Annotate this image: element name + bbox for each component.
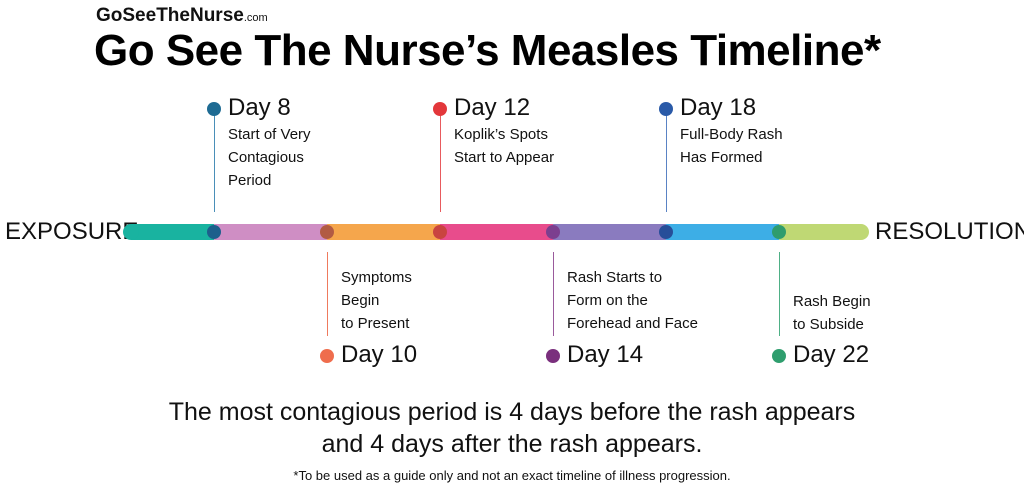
brand-name: GoSeeTheNurse — [96, 5, 244, 26]
timeline-start-cap — [123, 224, 139, 240]
event-connector — [214, 115, 215, 212]
event-description: Start of Very Contagious Period — [228, 123, 311, 192]
timeline-end-cap — [853, 224, 869, 240]
event-description-line: Start of Very — [228, 126, 311, 143]
event-dot — [546, 349, 560, 363]
event-description-line: Rash Begin — [793, 293, 871, 310]
timeline-segment — [131, 224, 214, 240]
timeline-segment — [327, 224, 440, 240]
timeline-segment — [440, 224, 553, 240]
event-description-line: Begin — [341, 292, 380, 309]
event-dot — [207, 102, 221, 116]
event-description-line: Start to Appear — [454, 149, 555, 166]
event-description-line: to Subside — [793, 316, 864, 333]
brand-suffix: .com — [243, 12, 268, 24]
event-description-line: Forehead and Face — [567, 315, 698, 332]
page-title: Go See The Nurse’s Measles Timeline* — [94, 26, 881, 75]
summary-line-1: The most contagious period is 4 days bef… — [168, 398, 856, 426]
event-description: Full-Body Rash Has Formed — [680, 123, 783, 169]
event-day-label: Day 18 — [680, 94, 757, 121]
timeline-segment — [779, 224, 861, 240]
event-description-line: Koplik’s Spots — [454, 126, 548, 143]
timeline-marker — [320, 225, 334, 239]
summary-line-2: and 4 days after the rash appears. — [321, 430, 703, 458]
event-connector — [553, 252, 554, 336]
event-description: Rash Starts to Form on the Forehead and Fa… — [567, 266, 698, 335]
exposure-label: EXPOSURE — [5, 218, 139, 245]
timeline-segment — [553, 224, 666, 240]
event-dot — [433, 102, 447, 116]
event-dot — [320, 349, 334, 363]
event-description-line: Period — [228, 172, 272, 189]
event-description-line: Symptoms — [341, 269, 412, 286]
event-description-line: Rash Starts to — [567, 269, 663, 286]
event-day-label: Day 8 — [228, 94, 291, 121]
event-description-line: to Present — [341, 315, 410, 332]
event-dot — [659, 102, 673, 116]
brand-logo: GoSeeTheNurse.com — [96, 5, 268, 27]
timeline-marker — [433, 225, 447, 239]
event-description: Symptoms Begin to Present — [341, 266, 412, 335]
timeline-segment — [666, 224, 779, 240]
event-connector — [327, 252, 328, 336]
timeline-marker — [546, 225, 560, 239]
event-day-label: Day 10 — [341, 341, 418, 368]
event-day-label: Day 12 — [454, 94, 531, 121]
event-description-line: Full-Body Rash — [680, 126, 783, 143]
event-description: Koplik’s Spots Start to Appear — [454, 123, 554, 169]
event-connector — [666, 115, 667, 212]
event-day-label: Day 22 — [793, 341, 870, 368]
event-description: Rash Begin to Subside — [793, 290, 871, 336]
event-description-line: Form on the — [567, 292, 648, 309]
timeline-marker — [659, 225, 673, 239]
event-description-line: Contagious — [228, 149, 304, 166]
event-dot — [772, 349, 786, 363]
footnote: *To be used as a guide only and not an e… — [293, 468, 731, 483]
event-day-label: Day 14 — [567, 341, 644, 368]
resolution-label: RESOLUTION — [875, 218, 1024, 245]
event-description-line: Has Formed — [680, 149, 763, 166]
timeline-marker — [207, 225, 221, 239]
timeline-marker — [772, 225, 786, 239]
event-connector — [440, 115, 441, 212]
event-connector — [779, 252, 780, 336]
timeline-segment — [214, 224, 327, 240]
